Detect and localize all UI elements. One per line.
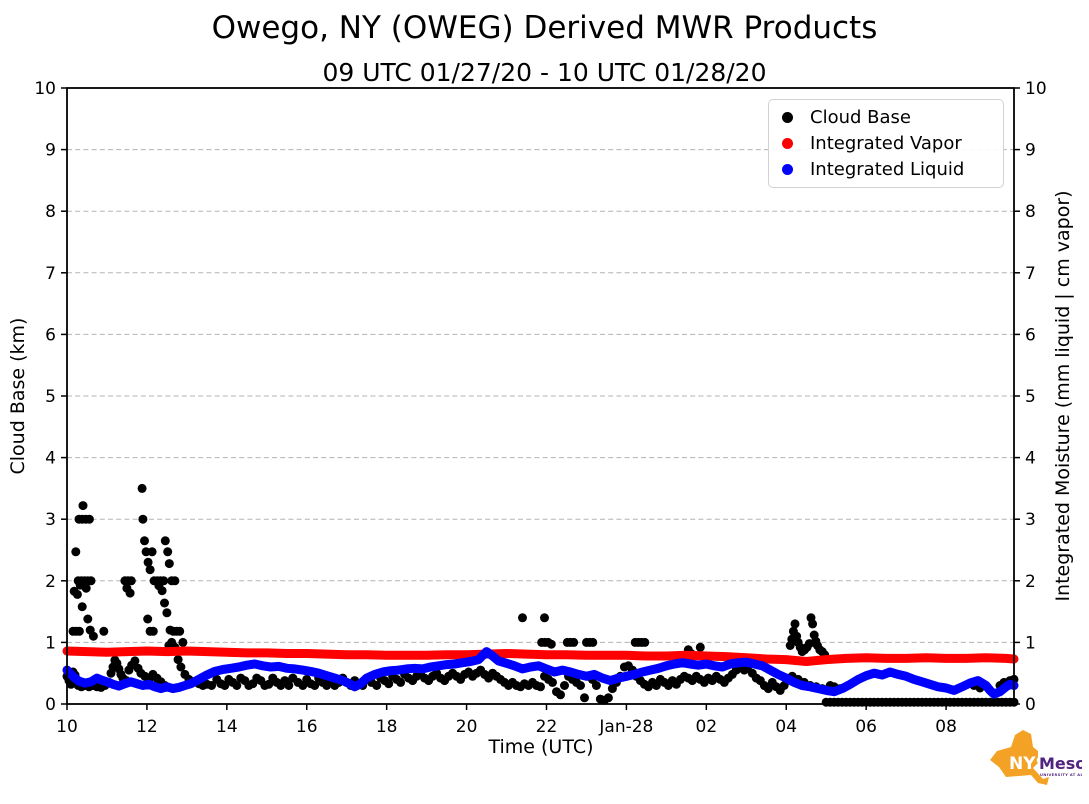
legend-item-integrated-liquid: Integrated Liquid bbox=[769, 159, 1003, 180]
chart-subtitle: 09 UTC 01/27/20 - 10 UTC 01/28/20 bbox=[322, 58, 767, 87]
chart-title: Owego, NY (OWEG) Derived MWR Products bbox=[211, 10, 878, 46]
svg-text:5: 5 bbox=[1025, 387, 1036, 407]
svg-text:06: 06 bbox=[855, 717, 877, 737]
svg-text:18: 18 bbox=[376, 717, 398, 737]
svg-text:2: 2 bbox=[45, 572, 56, 592]
svg-text:8: 8 bbox=[45, 202, 56, 222]
svg-text:7: 7 bbox=[45, 264, 56, 284]
svg-text:0: 0 bbox=[1025, 695, 1036, 715]
svg-text:4: 4 bbox=[45, 449, 56, 469]
svg-text:10: 10 bbox=[1025, 79, 1047, 99]
svg-text:4: 4 bbox=[1025, 449, 1036, 469]
cloud-base-marker-icon bbox=[782, 112, 793, 124]
svg-text:3: 3 bbox=[1025, 510, 1036, 530]
svg-text:0: 0 bbox=[45, 695, 56, 715]
y-axis-left-label: Cloud Base (km) bbox=[7, 317, 29, 475]
ny-state-icon bbox=[990, 730, 1049, 785]
logo-nys-text: NYS bbox=[1009, 754, 1048, 774]
svg-text:04: 04 bbox=[775, 717, 797, 737]
svg-text:20: 20 bbox=[456, 717, 478, 737]
svg-text:9: 9 bbox=[1025, 141, 1036, 161]
integrated-liquid-marker-icon bbox=[782, 163, 793, 175]
svg-text:1: 1 bbox=[45, 633, 56, 653]
legend-item-cloud-base: Cloud Base bbox=[769, 107, 1003, 128]
svg-text:6: 6 bbox=[1025, 325, 1036, 345]
svg-text:6: 6 bbox=[45, 325, 56, 345]
logo-subtext: UNIVERSITY AT ALBANY bbox=[1040, 773, 1082, 777]
logo-mesonet-text: Mesonet bbox=[1039, 754, 1082, 773]
svg-text:12: 12 bbox=[136, 717, 158, 737]
svg-text:3: 3 bbox=[45, 510, 56, 530]
integrated-vapor-marker-icon bbox=[782, 137, 793, 149]
svg-text:5: 5 bbox=[45, 387, 56, 407]
svg-text:08: 08 bbox=[935, 717, 957, 737]
svg-text:8: 8 bbox=[1025, 202, 1036, 222]
x-axis-label: Time (UTC) bbox=[488, 736, 594, 758]
svg-text:10: 10 bbox=[56, 717, 78, 737]
legend-item-integrated-vapor: Integrated Vapor bbox=[769, 133, 1003, 154]
nys-mesonet-logo: NYS Mesonet UNIVERSITY AT ALBANY bbox=[990, 730, 1082, 785]
y-axis-right-label: Integrated Moisture (mm liquid | cm vapo… bbox=[1052, 190, 1074, 602]
legend-label: Cloud Base bbox=[810, 107, 911, 129]
legend-label: Integrated Liquid bbox=[810, 158, 965, 180]
svg-text:10: 10 bbox=[34, 79, 56, 99]
svg-text:22: 22 bbox=[536, 717, 558, 737]
svg-text:02: 02 bbox=[696, 717, 718, 737]
svg-text:9: 9 bbox=[45, 141, 56, 161]
svg-text:Jan-28: Jan-28 bbox=[598, 717, 653, 737]
svg-text:1: 1 bbox=[1025, 633, 1036, 653]
svg-text:2: 2 bbox=[1025, 572, 1036, 592]
legend: Cloud Base Integrated Vapor Integrated L… bbox=[768, 99, 1004, 188]
legend-label: Integrated Vapor bbox=[810, 132, 962, 154]
svg-text:14: 14 bbox=[216, 717, 238, 737]
svg-text:16: 16 bbox=[296, 717, 318, 737]
svg-text:7: 7 bbox=[1025, 264, 1036, 284]
